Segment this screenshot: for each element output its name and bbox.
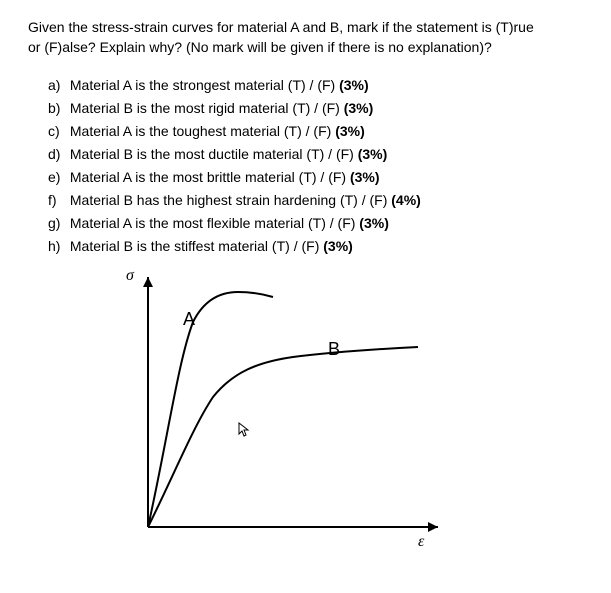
cursor-icon	[238, 422, 250, 441]
option-tf: (T) / (F)	[295, 169, 346, 185]
option-text: Material B is the most ductile material	[70, 146, 303, 162]
option-letter: g)	[48, 213, 66, 234]
chart-svg	[118, 267, 458, 557]
option-d: d) Material B is the most ductile materi…	[48, 144, 583, 165]
curve-b-label: B	[328, 339, 340, 360]
option-letter: f)	[48, 190, 66, 211]
option-text: Material A is the most flexible material	[70, 215, 304, 231]
option-tf: (T) / (F)	[268, 238, 319, 254]
option-b: b) Material B is the most rigid material…	[48, 98, 583, 119]
option-letter: c)	[48, 121, 66, 142]
option-tf: (T) / (F)	[336, 192, 387, 208]
option-letter: h)	[48, 236, 66, 257]
option-letter: a)	[48, 75, 66, 96]
option-letter: d)	[48, 144, 66, 165]
option-f: f) Material B has the highest strain har…	[48, 190, 583, 211]
option-pct: (3%)	[346, 169, 379, 185]
option-tf: (T) / (F)	[304, 215, 355, 231]
x-axis-label: ε	[418, 533, 424, 551]
option-text: Material B has the highest strain harden…	[70, 192, 336, 208]
curve-a	[148, 292, 273, 527]
option-tf: (T) / (F)	[280, 123, 331, 139]
option-h: h) Material B is the stiffest material (…	[48, 236, 583, 257]
option-g: g) Material A is the most flexible mater…	[48, 213, 583, 234]
option-text: Material A is the toughest material	[70, 123, 280, 139]
option-text: Material B is the most rigid material	[70, 100, 289, 116]
option-text: Material B is the stiffest material	[70, 238, 268, 254]
option-pct: (3%)	[340, 100, 373, 116]
x-axis-arrow-icon	[428, 522, 438, 532]
option-tf: (T) / (F)	[284, 77, 339, 93]
option-text: Material A is the strongest material	[70, 77, 284, 93]
y-axis-arrow-icon	[143, 277, 153, 287]
option-tf: (T) / (F)	[303, 146, 354, 162]
option-c: c) Material A is the toughest material (…	[48, 121, 583, 142]
curve-a-label: A	[183, 309, 195, 330]
option-tf: (T) / (F)	[289, 100, 340, 116]
option-letter: b)	[48, 98, 66, 119]
question-prompt: Given the stress-strain curves for mater…	[28, 18, 583, 57]
question-line1: Given the stress-strain curves for mater…	[28, 19, 534, 35]
option-text: Material A is the most brittle material	[70, 169, 295, 185]
options-list: a) Material A is the strongest material …	[28, 75, 583, 257]
option-pct: (3%)	[355, 215, 388, 231]
option-pct: (3%)	[339, 77, 369, 93]
option-pct: (3%)	[319, 238, 352, 254]
option-pct: (3%)	[354, 146, 387, 162]
y-axis-label: σ	[126, 267, 134, 285]
option-a: a) Material A is the strongest material …	[48, 75, 583, 96]
option-e: e) Material A is the most brittle materi…	[48, 167, 583, 188]
option-letter: e)	[48, 167, 66, 188]
stress-strain-chart: σ ε A B	[118, 267, 458, 557]
option-pct: (4%)	[387, 192, 420, 208]
question-line2: or (F)alse? Explain why? (No mark will b…	[28, 39, 492, 55]
curve-b	[148, 347, 418, 527]
option-pct: (3%)	[331, 123, 364, 139]
